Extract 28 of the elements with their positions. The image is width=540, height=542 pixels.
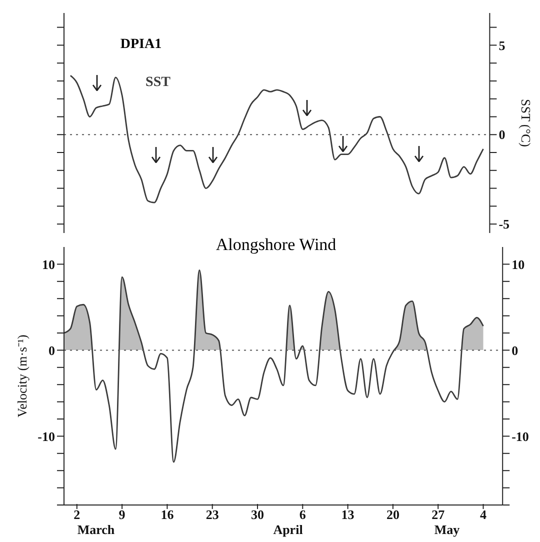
text: March [77,522,115,538]
y2-tick-label: 0 [512,342,518,358]
text: May [434,522,460,538]
x-tick-label: 6 [299,507,306,522]
y2-tick-label: -10 [512,428,529,444]
y-axis-title: Velocity (m·s⁻¹) [14,334,30,418]
text: April [273,522,303,538]
y-axis-title: SST (°C) [518,99,534,147]
x-tick-label: 9 [118,507,126,522]
y-tick-label: 0 [498,127,506,142]
y-tick-label: 0 [48,342,55,358]
text: DPIA1 [120,37,162,53]
y2-tick-label: 10 [512,256,525,272]
x-tick-label: 23 [206,507,220,522]
x-tick-label: 4 [480,507,487,522]
x-tick-label: 2 [74,507,80,522]
x-tick-label: 30 [251,507,264,522]
y-tick-label: -5 [498,216,510,232]
line-series [70,74,484,204]
chart-title: Alongshore Wind [216,235,336,255]
x-tick-label: 16 [160,507,174,522]
y-tick-label: 5 [498,38,506,53]
x-tick-label: 13 [341,507,355,522]
x-tick-label: 20 [386,507,400,522]
series-label: SST [146,75,170,91]
y-tick-label: -10 [38,428,55,444]
y-tick-label: 10 [42,256,55,272]
x-tick-label: 27 [432,507,446,522]
